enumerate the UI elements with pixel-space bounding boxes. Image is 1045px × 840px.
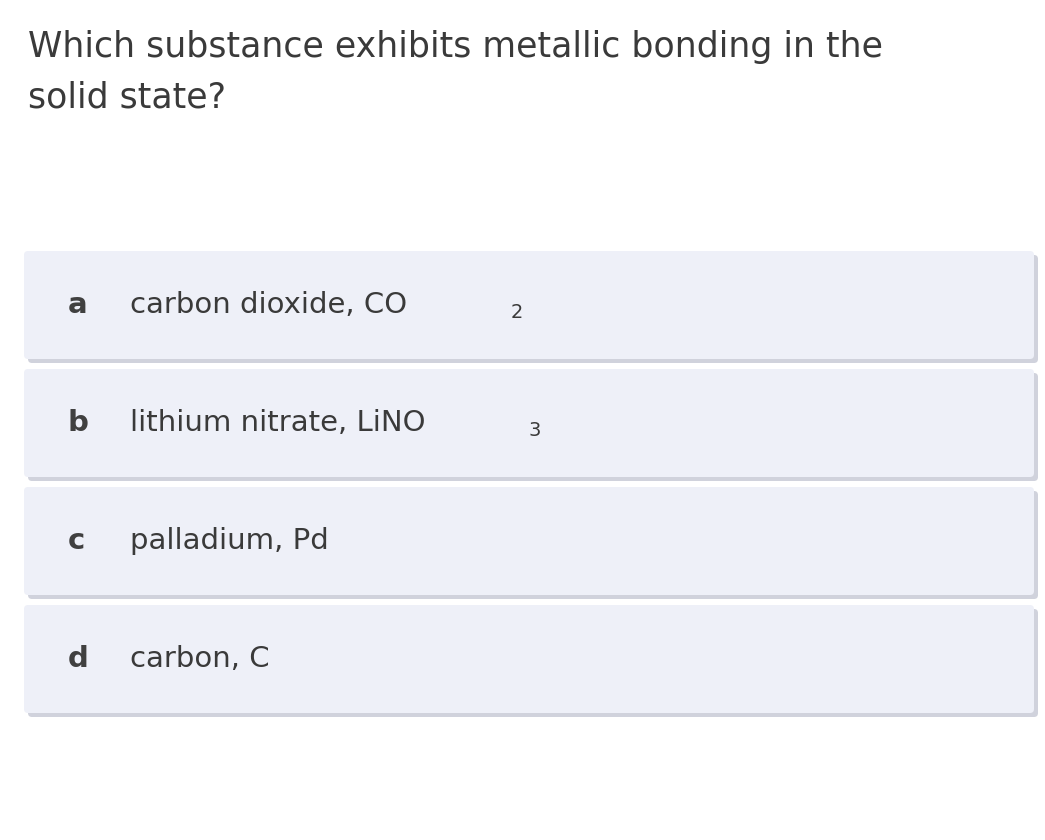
Text: a: a <box>68 291 88 319</box>
Text: d: d <box>68 645 89 673</box>
FancyBboxPatch shape <box>28 609 1038 717</box>
FancyBboxPatch shape <box>28 255 1038 363</box>
Text: 3: 3 <box>529 422 541 440</box>
Text: 2: 2 <box>510 303 522 323</box>
FancyBboxPatch shape <box>24 251 1034 359</box>
Text: c: c <box>68 527 86 555</box>
FancyBboxPatch shape <box>28 491 1038 599</box>
Text: carbon dioxide, CO: carbon dioxide, CO <box>130 291 408 319</box>
Text: lithium nitrate, LiNO: lithium nitrate, LiNO <box>130 409 425 437</box>
FancyBboxPatch shape <box>24 605 1034 713</box>
FancyBboxPatch shape <box>24 487 1034 595</box>
Text: palladium, Pd: palladium, Pd <box>130 527 329 555</box>
Text: b: b <box>68 409 89 437</box>
FancyBboxPatch shape <box>24 369 1034 477</box>
FancyBboxPatch shape <box>28 373 1038 481</box>
Text: carbon, C: carbon, C <box>130 645 270 673</box>
Text: Which substance exhibits metallic bonding in the: Which substance exhibits metallic bondin… <box>28 30 883 64</box>
Text: solid state?: solid state? <box>28 80 226 114</box>
